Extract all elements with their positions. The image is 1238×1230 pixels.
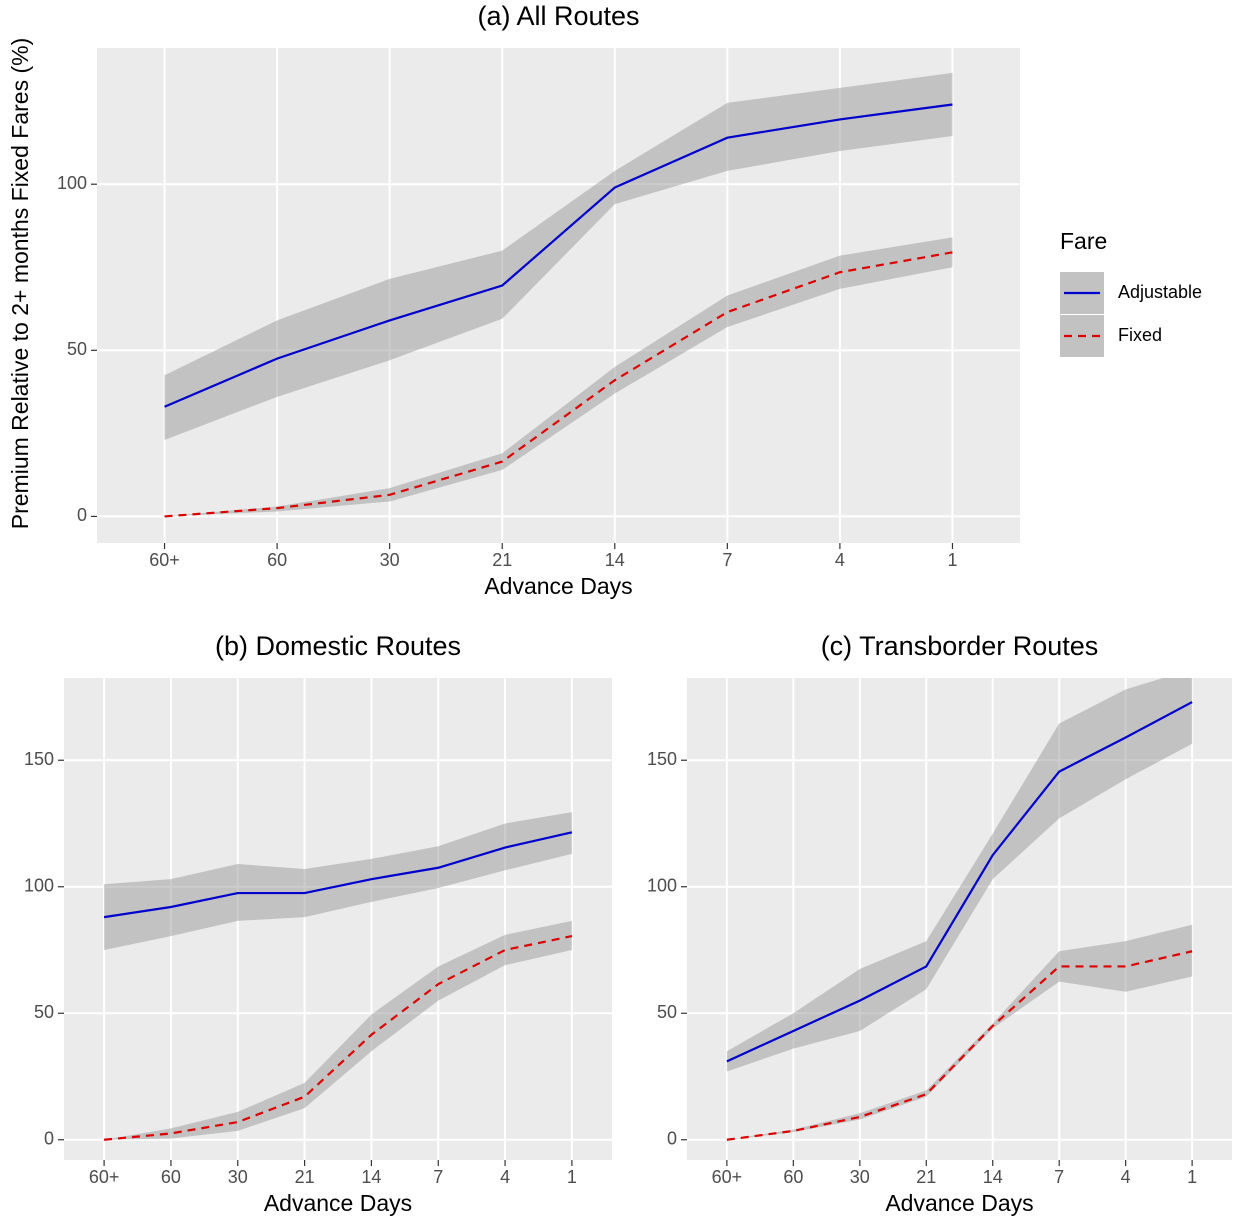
y-tick-label: 50 — [657, 1002, 677, 1022]
y-tick-label: 0 — [44, 1129, 54, 1149]
chart-title: (a) All Routes — [477, 1, 639, 31]
confidence-band — [104, 812, 572, 950]
y-tick-label: 150 — [24, 749, 54, 769]
x-axis-label: Advance Days — [264, 1190, 412, 1216]
series-line — [726, 701, 1193, 1063]
series-line — [164, 103, 953, 408]
series-line — [726, 950, 1193, 1141]
x-tick-label: 21 — [916, 1167, 936, 1187]
x-tick-label: 60+ — [712, 1167, 743, 1187]
x-tick-label: 30 — [850, 1167, 870, 1187]
series-line — [103, 831, 573, 919]
y-tick-label: 0 — [667, 1129, 677, 1149]
x-tick-label: 30 — [228, 1167, 248, 1187]
legend-label: Fixed — [1118, 325, 1162, 345]
legend-title: Fare — [1060, 228, 1107, 254]
x-tick-label: 60 — [161, 1167, 181, 1187]
chart-title: (b) Domestic Routes — [215, 631, 461, 661]
confidence-band — [104, 920, 572, 1140]
x-tick-label: 30 — [380, 550, 400, 570]
x-axis-label: Advance Days — [885, 1190, 1033, 1216]
x-tick-label: 60 — [267, 550, 287, 570]
y-tick-label: 0 — [77, 505, 87, 525]
legend-label: Adjustable — [1118, 282, 1202, 302]
confidence-band — [164, 237, 953, 517]
x-tick-label: 1 — [1187, 1167, 1197, 1187]
x-tick-label: 60 — [783, 1167, 803, 1187]
x-tick-label: 14 — [361, 1167, 381, 1187]
chart-title: (c) Transborder Routes — [821, 631, 1099, 661]
x-tick-label: 4 — [835, 550, 845, 570]
y-tick-label: 150 — [647, 749, 677, 769]
y-tick-label: 50 — [34, 1002, 54, 1022]
confidence-band — [726, 678, 1193, 1072]
x-tick-label: 21 — [295, 1167, 315, 1187]
x-tick-label: 1 — [567, 1167, 577, 1187]
confidence-band — [726, 924, 1193, 1140]
plot-layer — [164, 72, 953, 518]
y-tick-label: 100 — [647, 875, 677, 895]
confidence-band — [164, 72, 953, 441]
x-tick-label: 7 — [722, 550, 732, 570]
y-tick-label: 100 — [24, 875, 54, 895]
y-tick-label: 50 — [67, 339, 87, 359]
plot-layer — [726, 678, 1193, 1141]
x-tick-label: 14 — [983, 1167, 1003, 1187]
y-axis-label: Premium Relative to 2+ months Fixed Fare… — [7, 38, 33, 529]
x-axis-label: Advance Days — [484, 573, 632, 599]
series-line — [164, 251, 953, 518]
x-tick-label: 1 — [947, 550, 957, 570]
plot-layer — [103, 812, 573, 1141]
x-tick-label: 4 — [500, 1167, 510, 1187]
x-tick-label: 7 — [1054, 1167, 1064, 1187]
y-tick-label: 100 — [57, 173, 87, 193]
x-tick-label: 60+ — [89, 1167, 120, 1187]
x-tick-label: 21 — [492, 550, 512, 570]
x-tick-label: 7 — [433, 1167, 443, 1187]
x-tick-label: 60+ — [149, 550, 180, 570]
x-tick-label: 4 — [1121, 1167, 1131, 1187]
x-tick-label: 14 — [605, 550, 625, 570]
